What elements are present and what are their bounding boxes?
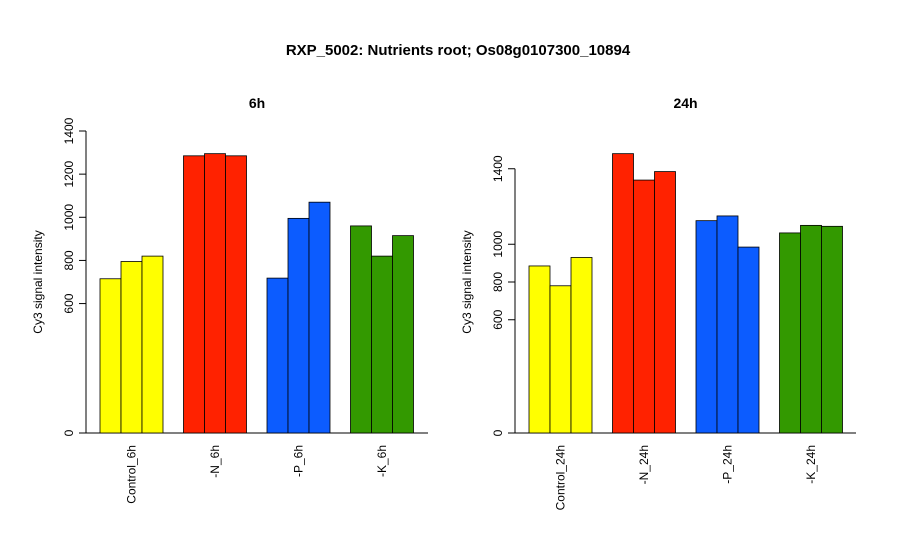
y-tick-label: 600 [491, 309, 505, 329]
bar--N_6h-1 [183, 155, 205, 434]
bar--K_6h-2 [371, 255, 393, 434]
bar-Control_6h-2 [120, 261, 143, 434]
bar--N_6h-2 [204, 153, 226, 434]
bar--P_6h-3 [308, 201, 331, 434]
y-tick-label: 0 [491, 429, 505, 436]
y-tick-label: 800 [62, 250, 76, 270]
bar-Control_24h-1 [528, 265, 551, 434]
bar--P_24h-2 [716, 215, 739, 434]
y-tick-label: 1000 [62, 204, 76, 231]
chart-title: RXP_5002: Nutrients root; Os08g0107300_1… [286, 42, 631, 59]
bar--K_6h-3 [392, 235, 414, 434]
x-category-label: -N_24h [637, 445, 651, 484]
y-tick-label: 600 [62, 293, 76, 313]
y-axis-label: Cy3 signal intensity [31, 230, 45, 333]
bar--N_6h-3 [225, 155, 247, 434]
bar--N_24h-3 [654, 171, 676, 434]
bar-Control_6h-3 [141, 255, 164, 434]
bar--K_24h-3 [821, 225, 843, 434]
panel-title: 6h [249, 95, 265, 111]
y-tick-label: 0 [62, 429, 76, 436]
y-tick-label: 1400 [62, 117, 76, 144]
y-tick-label: 1000 [491, 231, 505, 258]
bar--N_24h-2 [633, 179, 655, 434]
bar-Control_6h-1 [99, 278, 122, 434]
bar--K_24h-2 [800, 224, 822, 434]
x-category-label: -P_6h [292, 445, 306, 477]
y-tick-label: 1200 [62, 160, 76, 187]
x-category-label: -P_24h [721, 445, 735, 484]
y-axis-label: Cy3 signal intensity [460, 230, 474, 333]
bar--P_6h-2 [287, 217, 310, 434]
y-tick-label: 1400 [491, 155, 505, 182]
bar--K_24h-1 [779, 232, 801, 434]
bar--P_24h-3 [737, 246, 760, 434]
x-category-label: -K_6h [375, 445, 389, 477]
x-category-label: -N_6h [208, 445, 222, 478]
bar--P_24h-1 [695, 220, 718, 434]
x-category-label: -K_24h [804, 445, 818, 484]
chart-panel-24h: 24h 0 600 800 1000 1400 Cy3 signal intensity Co… [460, 95, 856, 510]
bar--N_24h-1 [612, 153, 634, 434]
chart-panel-6h: 6h 0 600 800 1000 1200 1400 Cy3 signal intensit… [31, 95, 428, 504]
bar-Control_24h-3 [570, 257, 593, 434]
bar--K_6h-1 [350, 225, 372, 434]
x-category-label: Control_6h [125, 445, 139, 504]
x-category-label: Control_24h [554, 445, 568, 510]
y-tick-label: 800 [491, 272, 505, 292]
bar-Control_24h-2 [549, 285, 572, 434]
panel-title: 24h [673, 95, 697, 111]
bar--P_6h-1 [266, 277, 289, 434]
